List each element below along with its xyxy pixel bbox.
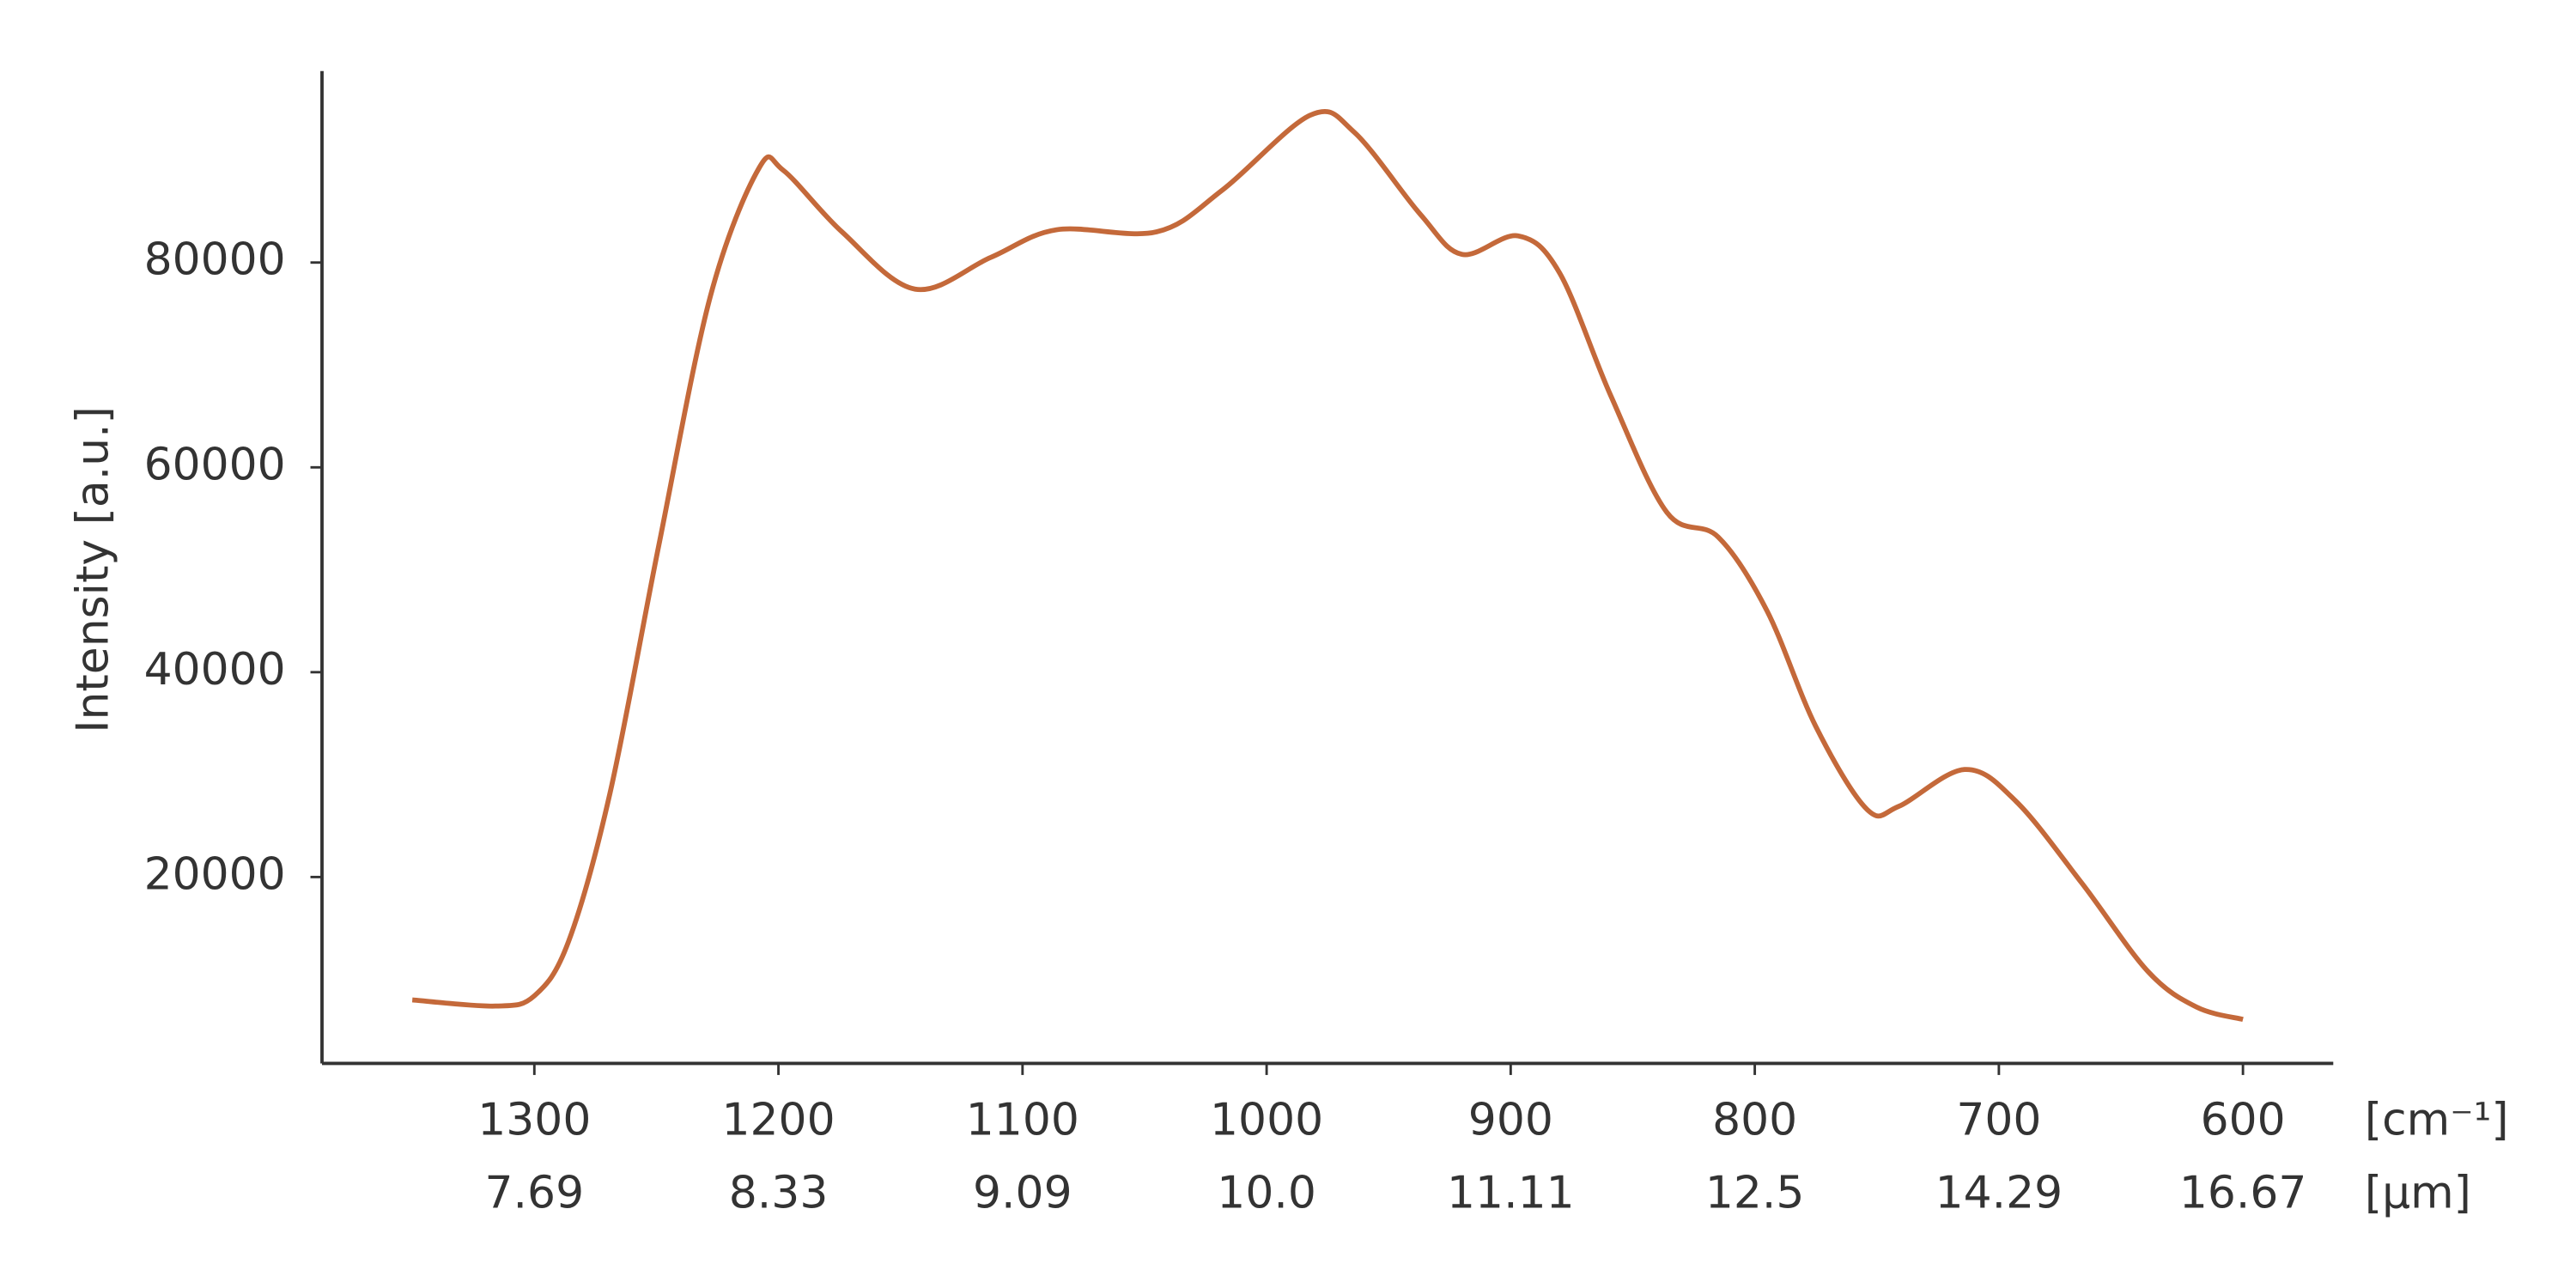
x2-tick-label: 16.67 bbox=[2179, 1167, 2307, 1218]
x-tick-label: 700 bbox=[1956, 1095, 2041, 1146]
x2-unit-label: [µm] bbox=[2365, 1167, 2471, 1218]
x-tick-label: 1000 bbox=[1210, 1095, 1323, 1146]
x-tick-label: 1300 bbox=[477, 1095, 591, 1146]
x2-tick-label: 14.29 bbox=[1935, 1167, 2063, 1218]
x-tick-label: 1100 bbox=[966, 1095, 1079, 1146]
x-tick-label: 900 bbox=[1468, 1095, 1553, 1146]
data-line bbox=[411, 108, 2244, 1022]
y-tick-label: 60000 bbox=[144, 439, 286, 490]
x2-tick-label: 10.0 bbox=[1217, 1167, 1316, 1218]
x2-tick-label: 7.69 bbox=[485, 1167, 585, 1218]
x-unit-label: [cm⁻¹] bbox=[2365, 1095, 2509, 1146]
x-tick-label: 600 bbox=[2201, 1095, 2286, 1146]
y-tick-label: 20000 bbox=[144, 848, 286, 900]
x-tick-label: 1200 bbox=[722, 1095, 835, 1146]
x2-tick-label: 11.11 bbox=[1447, 1167, 1575, 1218]
y-tick-label: 80000 bbox=[144, 234, 286, 286]
y-axis-label: Intensity [a.u.] bbox=[68, 406, 119, 733]
x-tick-label: 800 bbox=[1712, 1095, 1797, 1146]
x2-tick-label: 9.09 bbox=[973, 1167, 1072, 1218]
x2-tick-label: 8.33 bbox=[729, 1167, 829, 1218]
y-tick-label: 40000 bbox=[144, 644, 286, 696]
x2-tick-label: 12.5 bbox=[1705, 1167, 1805, 1218]
